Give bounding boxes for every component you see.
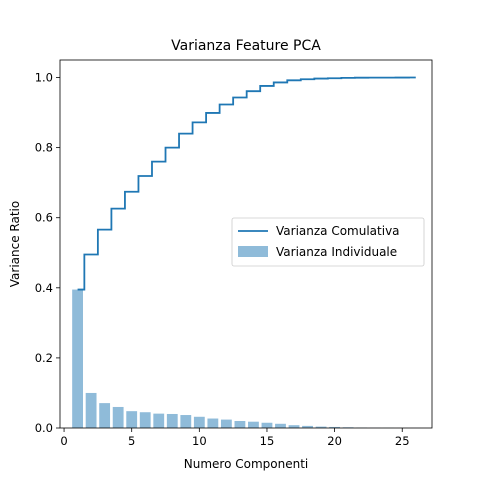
variance-bar-16 bbox=[275, 423, 286, 428]
chart-title: Varianza Feature PCA bbox=[171, 38, 321, 54]
legend-box bbox=[231, 217, 425, 267]
x-ticks: 0 5 10 15 20 25 bbox=[60, 428, 410, 448]
y-tick-label-1: 0.2 bbox=[35, 351, 53, 365]
variance-bar-6 bbox=[139, 412, 151, 428]
y-tick-label-0: 0.0 bbox=[35, 421, 53, 435]
y-tick-label-5: 1.0 bbox=[35, 71, 53, 85]
variance-bar-5 bbox=[126, 411, 138, 428]
variance-bar-10 bbox=[193, 416, 205, 428]
variance-bar-12 bbox=[220, 419, 232, 428]
y-tick-label-2: 0.4 bbox=[35, 281, 53, 295]
x-axis-label: Numero Componenti bbox=[184, 457, 308, 471]
legend-cumulative-label: Varianza Comulativa bbox=[276, 224, 400, 238]
variance-bar-18 bbox=[302, 425, 313, 428]
y-tick-label-4: 0.8 bbox=[35, 141, 53, 155]
y-ticks: 0.0 0.2 0.4 0.6 0.8 1.0 bbox=[35, 71, 60, 435]
x-tick-label-20: 20 bbox=[327, 434, 342, 448]
y-tick-label-3: 0.6 bbox=[35, 211, 53, 225]
variance-bar-7 bbox=[153, 413, 165, 428]
variance-bar-8 bbox=[166, 413, 178, 428]
x-tick-label-25: 25 bbox=[395, 434, 410, 448]
y-axis-label: Variance Ratio bbox=[8, 201, 22, 287]
x-tick-label-5: 5 bbox=[128, 434, 135, 448]
variance-bar-20 bbox=[329, 426, 341, 428]
step-layer bbox=[77, 76, 416, 291]
variance-bar-11 bbox=[207, 418, 219, 428]
x-tick-label-10: 10 bbox=[192, 434, 207, 448]
axes-frame bbox=[59, 59, 433, 429]
variance-bar-2 bbox=[85, 392, 97, 428]
variance-bar-14 bbox=[248, 421, 259, 428]
legend: Varianza Comulativa Varianza Individuale bbox=[231, 217, 425, 267]
cumulative-variance-step-line bbox=[77, 76, 416, 291]
legend-bar-swatch bbox=[238, 246, 268, 257]
variance-bar-1 bbox=[72, 289, 83, 428]
x-tick-label-15: 15 bbox=[260, 434, 275, 448]
variance-bar-19 bbox=[315, 426, 327, 428]
variance-bar-3 bbox=[99, 403, 111, 428]
variance-bar-15 bbox=[261, 422, 273, 428]
variance-bar-4 bbox=[112, 406, 124, 428]
x-tick-label-0: 0 bbox=[60, 434, 67, 448]
bars-layer bbox=[72, 289, 422, 428]
variance-bar-9 bbox=[180, 415, 192, 428]
variance-bar-17 bbox=[288, 425, 300, 428]
legend-individual-label: Varianza Individuale bbox=[276, 245, 397, 259]
variance-bar-13 bbox=[234, 420, 246, 428]
